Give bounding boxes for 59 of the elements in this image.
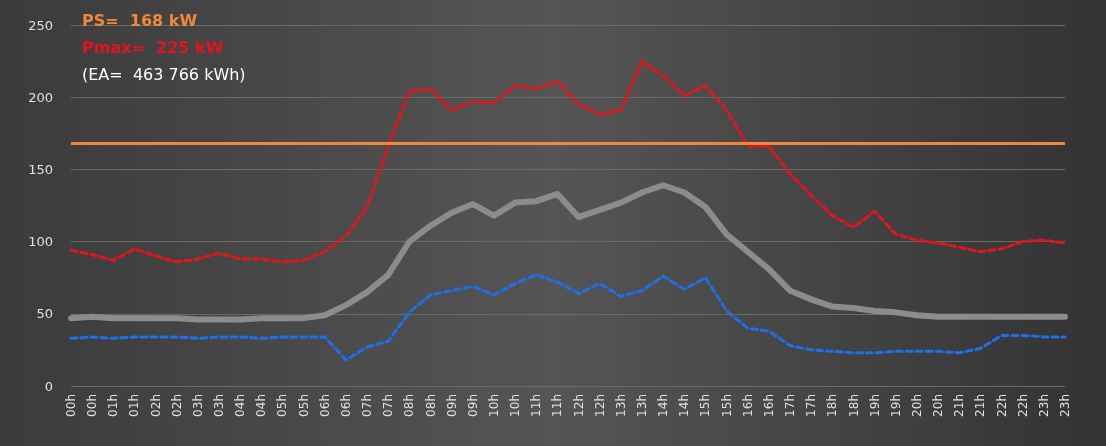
x-tick-label: 07h bbox=[360, 394, 375, 417]
y-tick-label: 150 bbox=[28, 161, 53, 177]
x-tick-label: 07h bbox=[381, 394, 396, 417]
x-tick-label: 14h bbox=[656, 394, 671, 417]
x-tick-label: 09h bbox=[465, 394, 480, 417]
x-tick-label: 06h bbox=[338, 394, 353, 417]
x-tick-label: 23h bbox=[1036, 394, 1051, 417]
x-tick-label: 17h bbox=[783, 394, 798, 417]
x-tick-label: 13h bbox=[635, 394, 650, 417]
x-tick-label: 08h bbox=[423, 394, 438, 417]
y-tick-label: 200 bbox=[28, 89, 53, 105]
x-tick-label: 02h bbox=[148, 394, 163, 417]
x-tick-label: 04h bbox=[233, 394, 248, 417]
x-tick-label: 08h bbox=[402, 394, 417, 417]
x-tick-label: 22h bbox=[994, 394, 1009, 417]
x-tick-label: 21h bbox=[973, 394, 988, 417]
x-tick-label: 01h bbox=[106, 394, 121, 417]
x-tick-label: 01h bbox=[127, 394, 142, 417]
x-tick-label: 06h bbox=[317, 394, 332, 417]
x-tick-label: 20h bbox=[931, 394, 946, 417]
x-tick-label: 22h bbox=[1015, 394, 1030, 417]
x-tick-label: 04h bbox=[254, 394, 269, 417]
x-tick-label: 16h bbox=[740, 394, 755, 417]
x-tick-label: 00h bbox=[64, 394, 78, 417]
x-tick-label: 23h bbox=[1058, 394, 1072, 417]
annotation: (EA= 463 766 kWh) bbox=[82, 64, 246, 84]
y-tick-label: 0 bbox=[44, 378, 53, 394]
x-tick-label: 19h bbox=[867, 394, 882, 417]
x-tick-label: 15h bbox=[698, 394, 713, 417]
x-tick-label: 18h bbox=[846, 394, 861, 417]
y-tick-label: 250 bbox=[28, 17, 53, 33]
annotation: Pmax= 225 kW bbox=[82, 37, 224, 57]
annotation: PS= 168 kW bbox=[82, 10, 198, 30]
line-series bbox=[69, 273, 1067, 362]
x-tick-label: 09h bbox=[444, 394, 459, 417]
x-tick-label: 05h bbox=[275, 394, 290, 417]
x-tick-label: 03h bbox=[212, 394, 227, 417]
x-tick-label: 12h bbox=[571, 394, 586, 417]
x-tick-label: 17h bbox=[804, 394, 819, 417]
line-series bbox=[69, 59, 1067, 264]
x-tick-label: 12h bbox=[592, 394, 607, 417]
x-tick-label: 03h bbox=[190, 394, 205, 417]
x-tick-label: 18h bbox=[825, 394, 840, 417]
x-tick-label: 14h bbox=[677, 394, 692, 417]
x-tick-label: 13h bbox=[613, 394, 628, 417]
y-tick-label: 50 bbox=[36, 306, 53, 322]
x-tick-label: 19h bbox=[888, 394, 903, 417]
x-tick-label: 10h bbox=[486, 394, 501, 417]
x-tick-label: 11h bbox=[529, 394, 544, 417]
x-tick-label: 05h bbox=[296, 394, 311, 417]
x-tick-label: 16h bbox=[761, 394, 776, 417]
x-tick-label: 11h bbox=[550, 394, 565, 417]
x-tick-label: 00h bbox=[85, 394, 100, 417]
x-tick-label: 15h bbox=[719, 394, 734, 417]
x-tick-label: 10h bbox=[508, 394, 523, 417]
y-tick-label: 100 bbox=[28, 234, 53, 250]
x-tick-label: 20h bbox=[909, 394, 924, 417]
x-tick-label: 21h bbox=[952, 394, 967, 417]
x-tick-label: 02h bbox=[169, 394, 184, 417]
